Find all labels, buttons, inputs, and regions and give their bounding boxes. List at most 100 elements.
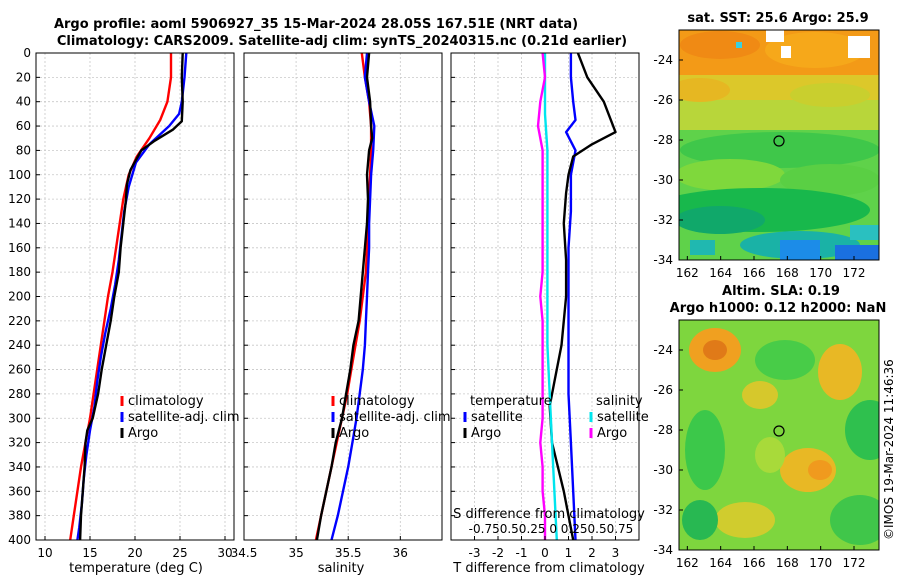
sla-heatmap — [679, 320, 879, 550]
map-x-tick-label: 170 — [809, 556, 832, 570]
map-x-tick-label: 172 — [843, 556, 866, 570]
map-y-tick-label: -24 — [653, 343, 673, 357]
y-tick-label: 40 — [16, 95, 31, 109]
map-y-tick-label: -24 — [653, 53, 673, 67]
series-line-s-satellite — [543, 53, 558, 540]
difference-legend: temperature satellite Argo salinity sate… — [463, 394, 649, 441]
map-y-tick-label: -34 — [653, 253, 673, 267]
y-tick-label: 220 — [8, 314, 31, 328]
legend-salinity-heading: salinity — [596, 394, 643, 409]
y-tick-label: 400 — [8, 533, 31, 547]
y-tick-label: 80 — [16, 143, 31, 157]
legend-climatology-label: climatology — [128, 394, 204, 409]
sla-map-panel: Altim. SLA: 0.19 Argo h1000: 0.12 h2000:… — [653, 284, 887, 570]
salinity-legend: climatology satellite-adj. clim Argo — [331, 394, 451, 441]
sst-map-panel: sat. SST: 25.6 Argo: 25.9 — [653, 11, 880, 280]
map-x-tick-label: 172 — [843, 266, 866, 280]
temperature-xlabel: temperature (deg C) — [69, 561, 203, 576]
sla-argo-location-marker — [773, 425, 785, 437]
map-x-tick-label: 162 — [676, 266, 699, 280]
map-x-tick-label: 164 — [709, 266, 732, 280]
y-tick-label: 160 — [8, 241, 31, 255]
x-tick-label: -3 — [469, 546, 481, 560]
sst-map-frame — [678, 29, 880, 261]
legend-satellite-label: satellite-adj. clim — [128, 410, 240, 425]
difference-xlabel: T difference from climatology — [452, 561, 645, 576]
map-x-tick-label: 162 — [676, 556, 699, 570]
map-x-tick-label: 170 — [809, 266, 832, 280]
temperature-legend: climatology satellite-adj. clim Argo — [120, 394, 240, 441]
difference-profile-panel: -3 -2 -1 0 1 2 3 T difference from climatology… — [450, 52, 649, 576]
sst-map-title: sat. SST: 25.6 Argo: 25.9 — [687, 11, 868, 26]
y-tick-label: 140 — [8, 216, 31, 230]
sla-map-title-line2: Argo h1000: 0.12 h2000: NaN — [670, 301, 887, 316]
s-difference-label: S difference from climatology — [453, 507, 645, 522]
map-y-tick-label: -32 — [653, 213, 673, 227]
x-tick-label: 35 — [288, 546, 303, 560]
y-tick-label: 380 — [8, 509, 31, 523]
series-line-climatology — [69, 53, 173, 540]
series-line-s-argo — [536, 53, 547, 540]
map-y-tick-label: -26 — [653, 93, 673, 107]
series-line-argo — [315, 53, 374, 540]
y-tick-label: 20 — [16, 70, 31, 84]
legend-t-satellite-label: satellite — [471, 410, 523, 425]
x-tick-label: 3 — [612, 546, 620, 560]
sla-map-frame — [678, 319, 880, 551]
y-tick-label: 260 — [8, 363, 31, 377]
x-tick-label: 30 — [217, 546, 232, 560]
map-y-tick-label: -34 — [653, 543, 673, 557]
x-tick-label: 10 — [37, 546, 52, 560]
y-tick-label: 240 — [8, 338, 31, 352]
sst-argo-location-marker — [773, 135, 785, 147]
x-tick-label: 35.5 — [335, 546, 362, 560]
map-x-tick-label: 164 — [709, 556, 732, 570]
y-tick-label: 60 — [16, 119, 31, 133]
x-tick-label: 34.5 — [231, 546, 258, 560]
legend-argo-label: Argo — [128, 426, 158, 441]
legend-s-argo-label: Argo — [597, 426, 627, 441]
y-tick-label: 300 — [8, 411, 31, 425]
y-tick-label: 100 — [8, 168, 31, 182]
main-title-line1: Argo profile: aoml 5906927_35 15-Mar-202… — [54, 17, 578, 32]
map-y-tick-label: -32 — [653, 503, 673, 517]
s-difference-ticks: -0.750.50.25 0 0.250.50.75 — [469, 522, 634, 536]
legend-temperature-heading: temperature — [470, 394, 552, 409]
salinity-xlabel: salinity — [318, 561, 365, 576]
series-line-satellite-adj-clim — [330, 53, 376, 540]
y-tick-label: 340 — [8, 460, 31, 474]
map-y-tick-label: -30 — [653, 463, 673, 477]
sst-heatmap — [679, 30, 879, 260]
map-x-tick-label: 168 — [776, 556, 799, 570]
legend-t-argo-label: Argo — [471, 426, 501, 441]
y-tick-label: 360 — [8, 484, 31, 498]
y-tick-label: 280 — [8, 387, 31, 401]
series-line-argo — [78, 53, 184, 540]
y-tick-label: 200 — [8, 290, 31, 304]
map-y-tick-label: -26 — [653, 383, 673, 397]
x-tick-label: 25 — [172, 546, 187, 560]
map-x-tick-label: 166 — [743, 556, 766, 570]
map-y-tick-label: -28 — [653, 133, 673, 147]
y-tick-label: 0 — [23, 46, 31, 60]
x-tick-label: -1 — [516, 546, 528, 560]
salinity-profile-panel: 34.5 35 35.5 36 salinity climatology satell… — [231, 52, 451, 576]
legend-climatology-label: climatology — [339, 394, 415, 409]
x-tick-label: -2 — [492, 546, 504, 560]
x-tick-label: 1 — [565, 546, 573, 560]
x-tick-label: 2 — [588, 546, 596, 560]
x-tick-label: 0 — [541, 546, 549, 560]
series-line-t-satellite — [564, 53, 577, 540]
legend-s-satellite-label: satellite — [597, 410, 649, 425]
y-tick-label: 120 — [8, 192, 31, 206]
y-tick-label: 320 — [8, 436, 31, 450]
map-x-tick-label: 168 — [776, 266, 799, 280]
temperature-profile-panel: 0 20 40 60 80 100 120 140 160 180 200 220 240 260 280 3… — [8, 46, 240, 576]
imos-timestamp: ©IMOS 19-Mar-2024 11:46:36 — [882, 359, 896, 540]
legend-satellite-label: satellite-adj. clim — [339, 410, 451, 425]
legend-argo-label: Argo — [339, 426, 369, 441]
y-tick-label: 180 — [8, 265, 31, 279]
map-x-tick-label: 166 — [743, 266, 766, 280]
main-title-line2: Climatology: CARS2009. Satellite-adj cli… — [57, 34, 627, 49]
